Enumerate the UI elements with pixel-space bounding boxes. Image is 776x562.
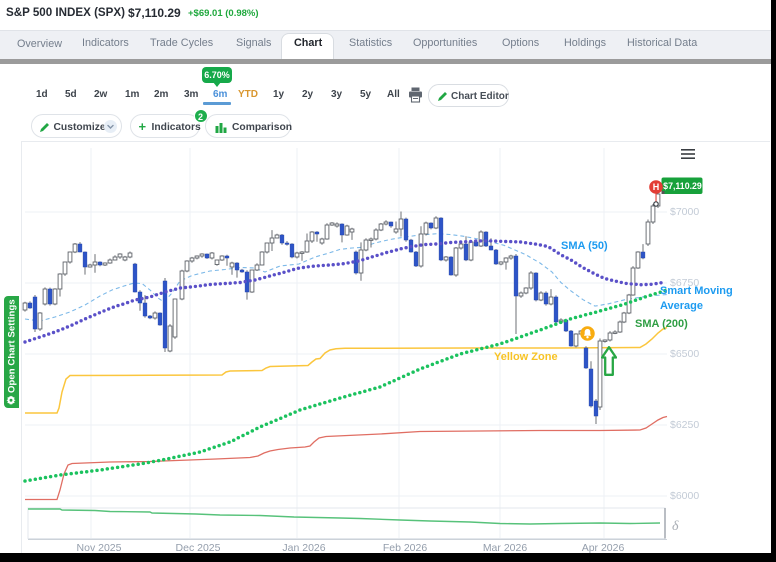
svg-text:$6250: $6250 xyxy=(670,419,699,431)
svg-text:Dec 2025: Dec 2025 xyxy=(176,542,221,554)
svg-text:Feb 2026: Feb 2026 xyxy=(383,542,428,554)
svg-text:$7,110.29: $7,110.29 xyxy=(663,181,702,191)
svg-text:$6500: $6500 xyxy=(670,348,699,360)
svg-text:$6000: $6000 xyxy=(670,490,699,502)
svg-text:Jan 2026: Jan 2026 xyxy=(282,542,325,554)
svg-text:Apr 2026: Apr 2026 xyxy=(582,542,625,554)
svg-text:$7000: $7000 xyxy=(670,206,699,218)
svg-text:Mar 2026: Mar 2026 xyxy=(483,542,528,554)
svg-text:δ: δ xyxy=(672,519,679,534)
svg-text:H: H xyxy=(653,182,660,192)
svg-text:Nov 2025: Nov 2025 xyxy=(77,542,122,554)
svg-text:$6750: $6750 xyxy=(670,277,699,289)
